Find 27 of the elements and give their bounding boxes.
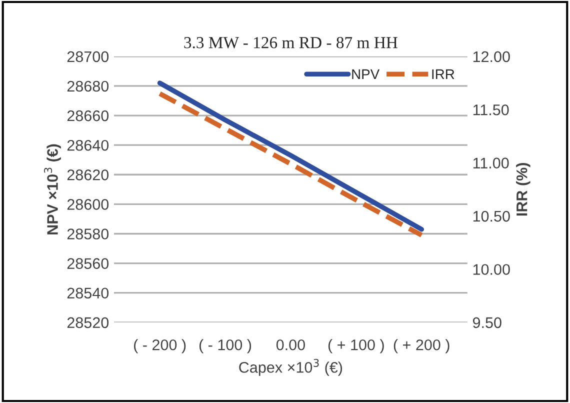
y-tick-label: 28600: [67, 199, 109, 210]
legend-label: NPV: [352, 69, 380, 79]
y-tick-label: 28620: [67, 170, 109, 180]
x-axis-title: Capex ×10$^{3}$ (€): [239, 358, 342, 376]
y2-tick-label: 12.00: [473, 51, 510, 62]
y-axis-title: NPV ×10$^{3}$ (€): [44, 144, 61, 234]
y2-axis-title: IRR (%): [516, 163, 530, 216]
y-tick-label: 28520: [67, 317, 109, 328]
x-tick-label: ( + 200 ): [394, 339, 450, 354]
y-tick-label: 28560: [67, 258, 109, 269]
x-tick-label: ( - 200 ): [134, 339, 186, 354]
y-tick-label: 28660: [67, 110, 109, 122]
legend-label: IRR: [432, 69, 454, 79]
chart-title: 3.3 MW - 126 m RD - 87 m HH: [184, 37, 398, 48]
x-tick-label: 0.00: [276, 339, 305, 350]
x-tick-label: ( + 100 ): [328, 339, 384, 354]
y-tick-label: 28640: [67, 140, 109, 151]
y2-tick-label: 10.00: [473, 264, 510, 275]
y2-tick-label: 11.00: [473, 158, 509, 168]
y-tick-label: 28680: [67, 80, 109, 92]
y-tick-label: 28700: [67, 51, 109, 62]
x-tick-label: ( - 100 ): [199, 339, 252, 354]
y-tick-label: 28580: [67, 228, 109, 240]
y2-tick-label: 10.50: [473, 210, 510, 222]
y-tick-label: 28540: [67, 288, 109, 299]
y2-tick-label: 9.50: [472, 317, 502, 328]
y2-tick-label: 11.50: [473, 104, 509, 116]
